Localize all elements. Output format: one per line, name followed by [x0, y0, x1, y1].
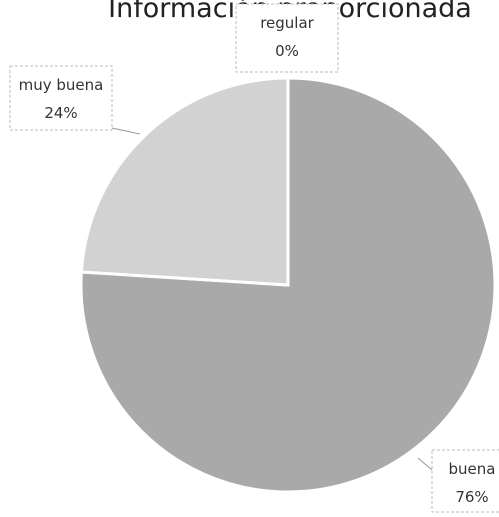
label-box: [431, 449, 499, 513]
label-box: [9, 65, 113, 131]
data-label-value: 76%: [455, 488, 488, 506]
data-label-value: 24%: [44, 104, 77, 122]
data-label-name: buena: [449, 460, 496, 478]
pie-slice: [79, 76, 497, 494]
data-label-name: muy buena: [19, 76, 104, 94]
pie-slice: [79, 76, 290, 287]
leader-line: [417, 457, 433, 471]
data-label-value: 0%: [275, 42, 299, 60]
label-box: [235, 3, 339, 73]
data-label-name: regular: [260, 14, 314, 32]
leader-line: [111, 127, 141, 135]
